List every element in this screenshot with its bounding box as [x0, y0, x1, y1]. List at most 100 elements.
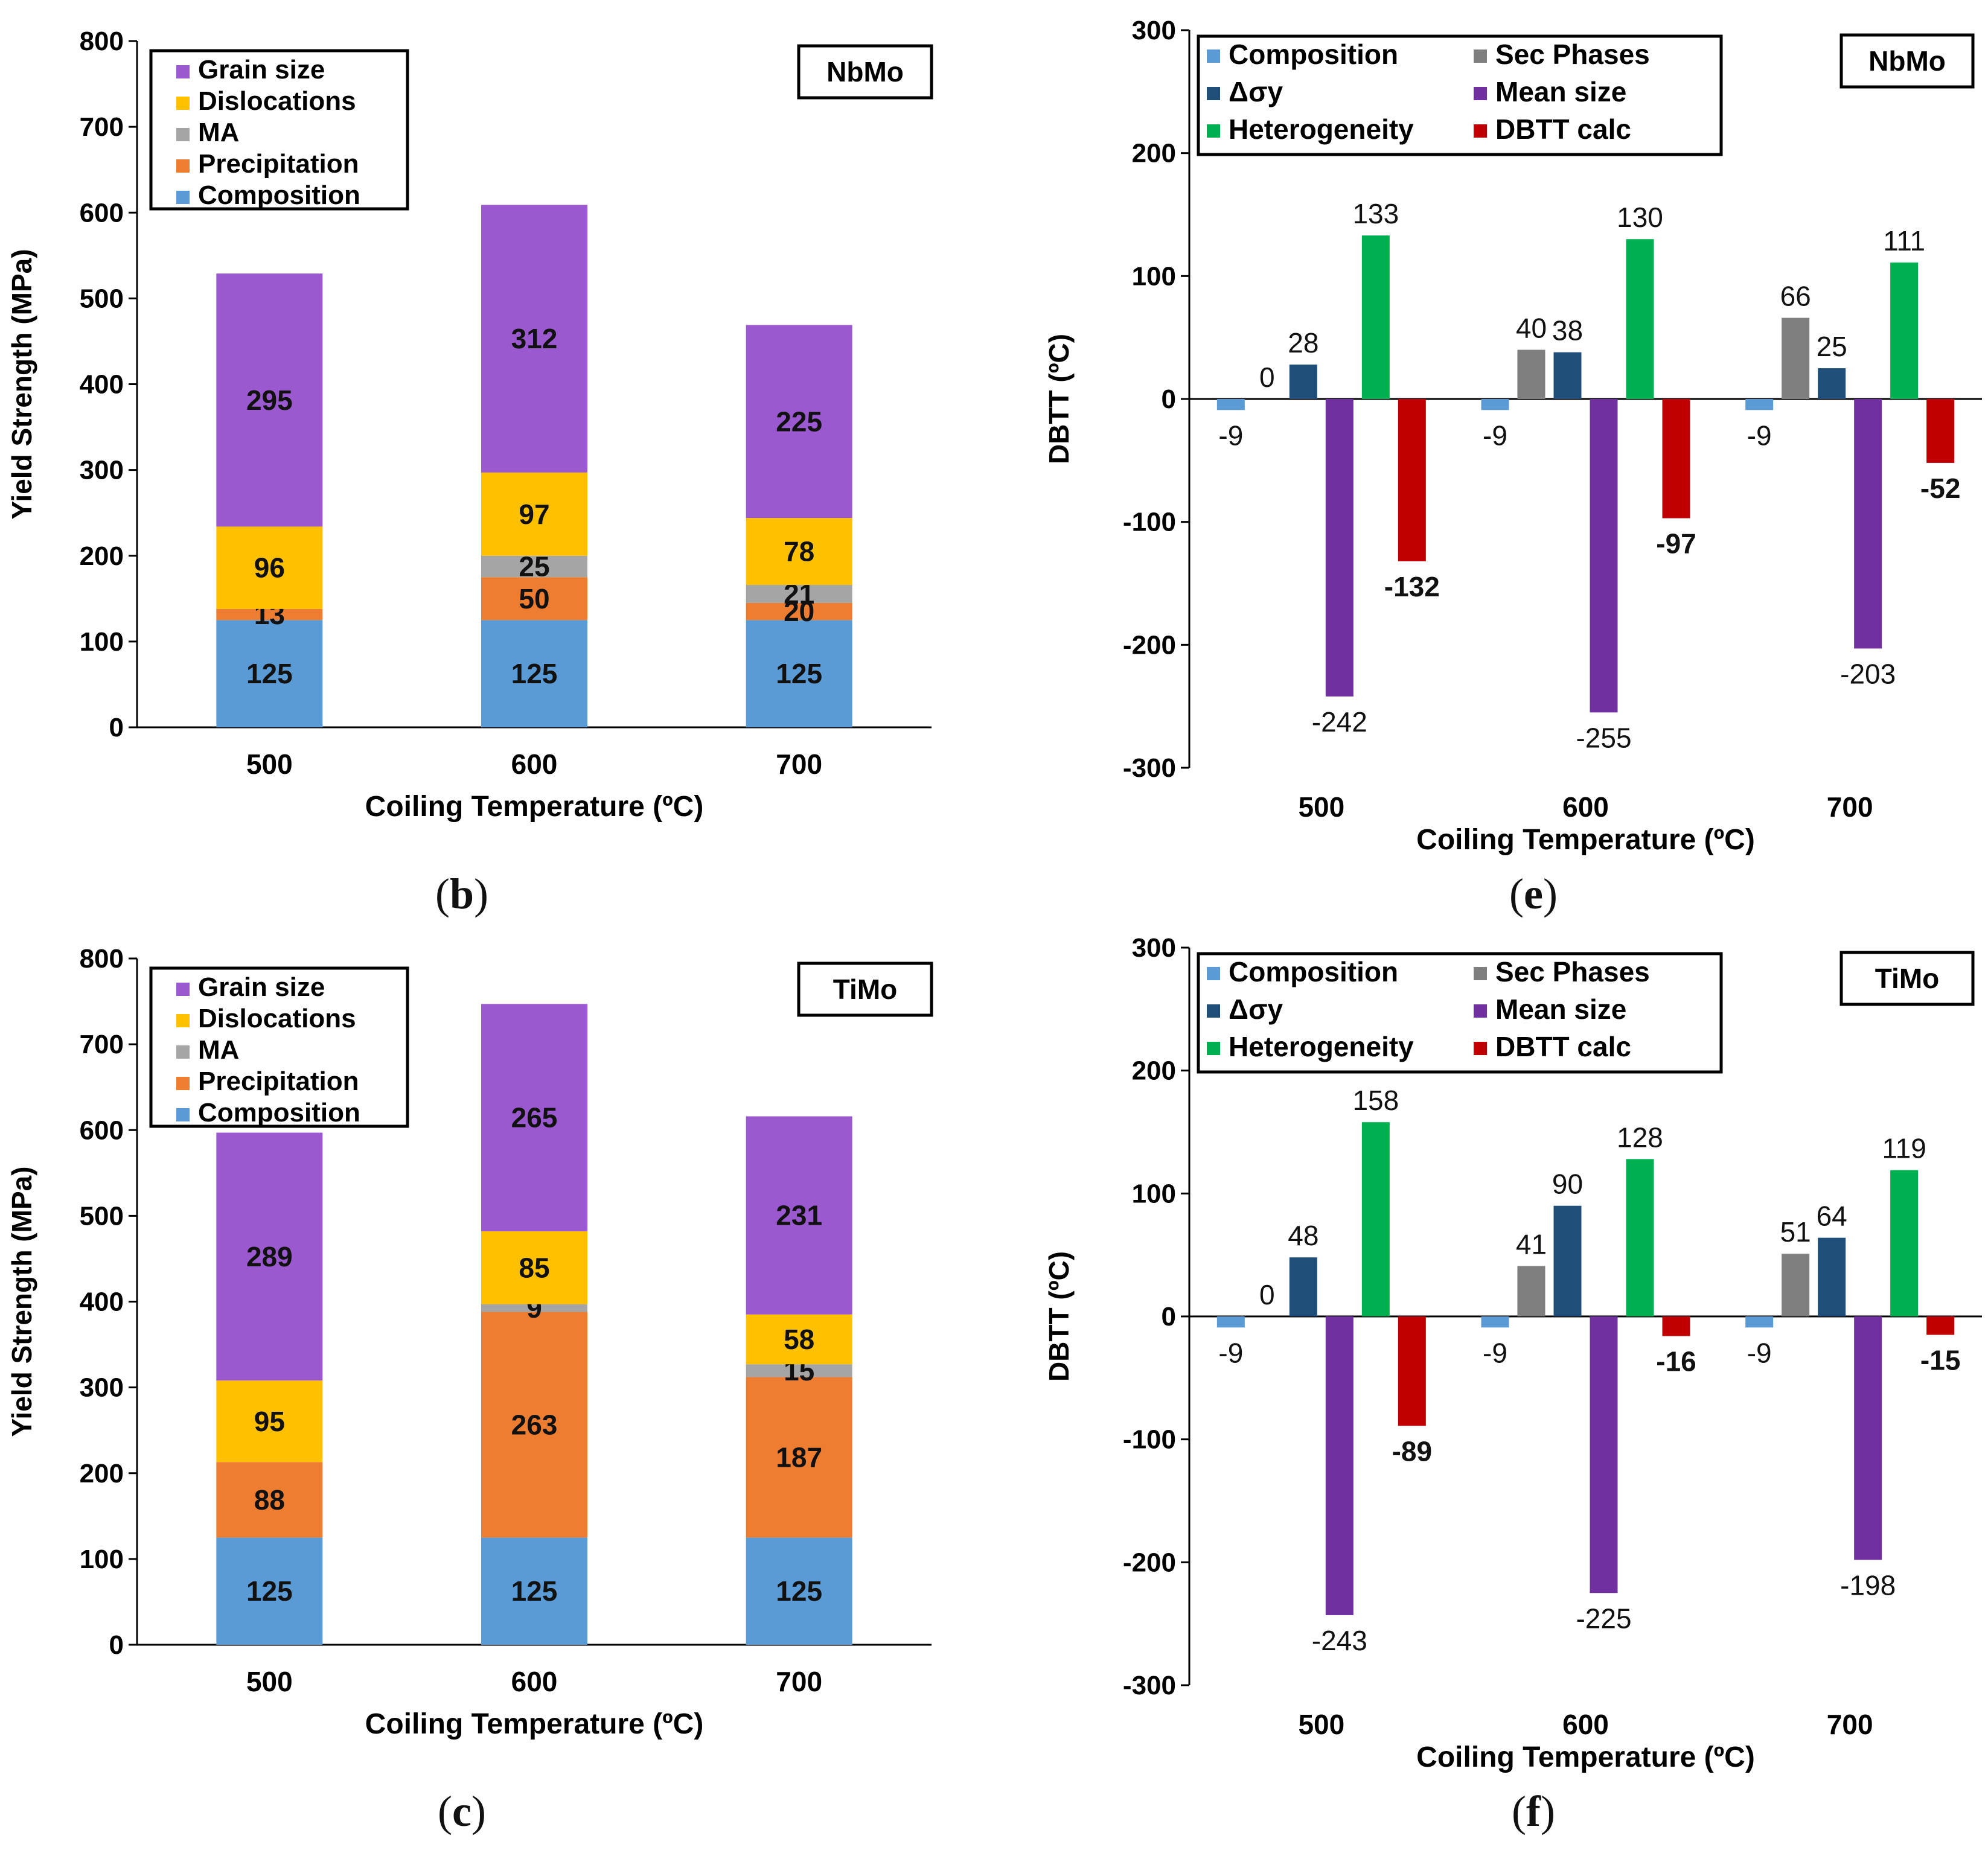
data-label-mean-size: -255 [1576, 722, 1631, 753]
legend-swatch-heterogeneity [1207, 1042, 1220, 1055]
bar-y [1289, 1257, 1317, 1316]
data-label-heterogeneity: 133 [1352, 198, 1399, 229]
data-label-grain-size: 231 [776, 1200, 822, 1231]
data-label-y: 90 [1552, 1169, 1583, 1200]
legend-swatch-y [1207, 1004, 1220, 1018]
sample-tag-box [797, 44, 933, 100]
bar-segment-ma [481, 555, 587, 578]
legend-swatch-dislocations [176, 97, 190, 110]
data-label-heterogeneity: 128 [1617, 1121, 1663, 1153]
data-label-precipitation: 187 [776, 1441, 822, 1473]
sample-tag-box [1839, 951, 1975, 1006]
legend-label-mean-size: Mean size [1495, 993, 1626, 1025]
data-label-dislocations: 97 [519, 499, 549, 530]
x-tick-label: 700 [1827, 791, 1873, 823]
legend-label-ma: MA [198, 1035, 239, 1065]
legend-label-ma: MA [198, 118, 239, 147]
data-label-dbtt-calc: -16 [1656, 1346, 1696, 1377]
legend-label-sec-phases: Sec Phases [1495, 39, 1650, 70]
x-tick-label: 500 [1298, 791, 1344, 823]
legend-label-precipitation: Precipitation [198, 1067, 359, 1096]
legend-swatch-dbtt-calc [1474, 1042, 1487, 1055]
x-tick-label: 500 [246, 1666, 293, 1697]
legend-label-dbtt-calc: DBTT calc [1495, 1031, 1631, 1062]
x-axis-title: Coiling Temperature (ºC) [1416, 1741, 1755, 1773]
bar-sec-phases [1782, 1254, 1810, 1316]
data-label-heterogeneity: 119 [1882, 1133, 1926, 1164]
y-tick-label: -100 [1123, 508, 1176, 537]
data-label-composition: -9 [1218, 419, 1243, 451]
data-label-precipitation: 88 [254, 1484, 285, 1516]
y-tick-label: -300 [1123, 1671, 1176, 1700]
legend-box [1197, 952, 1723, 1074]
data-label-dislocations: 95 [254, 1406, 285, 1437]
data-label-sec-phases: 0 [1259, 1279, 1275, 1310]
bar-sec-phases [1517, 349, 1545, 399]
bar-segment-composition [216, 620, 323, 727]
data-label-y: 38 [1552, 315, 1583, 346]
bar-segment-precipitation [746, 602, 852, 620]
bar-composition [1216, 399, 1245, 410]
legend-swatch-mean-size [1474, 87, 1487, 100]
chart-f-dbtt-timo: -300 -200 -100 0 100 200 300 DBTT (ºC) Coiling T… [1043, 933, 1982, 1773]
data-label-dbtt-calc: -97 [1656, 528, 1696, 560]
bar-segment-grain-size [481, 205, 587, 473]
legend-swatch-ma [176, 1045, 190, 1059]
bar-y [1818, 368, 1846, 399]
legend-swatch-grain-size [176, 65, 190, 78]
data-label-dislocations: 78 [784, 536, 814, 567]
bar-y [1553, 1205, 1582, 1316]
bar-heterogeneity [1890, 262, 1919, 399]
legend-label-composition: Composition [198, 180, 360, 210]
legend-swatch-dislocations [176, 1014, 190, 1027]
legend-label-dislocations: Dislocations [198, 1004, 356, 1033]
data-label-composition: -9 [1483, 1337, 1507, 1368]
data-label-composition: -9 [1747, 419, 1772, 451]
data-label-sec-phases: 40 [1516, 313, 1547, 344]
data-label-mean-size: -198 [1840, 1569, 1896, 1601]
y-tick-label: 300 [80, 1373, 124, 1403]
x-tick-label: 600 [1562, 791, 1609, 823]
data-label-composition: 125 [246, 658, 293, 689]
bar-dbtt-calc [1926, 399, 1955, 463]
sample-tag: TiMo [833, 974, 897, 1005]
x-tick-label: 700 [1827, 1709, 1873, 1740]
y-tick-label: 400 [80, 1287, 124, 1317]
legend-label-composition: Composition [1229, 956, 1398, 987]
y-tick-label: -200 [1123, 630, 1176, 660]
bar-heterogeneity [1361, 1122, 1390, 1316]
legend-label-dbtt-calc: DBTT calc [1495, 113, 1631, 145]
bar-mean-size [1325, 1316, 1354, 1615]
bar-segment-precipitation [481, 1312, 587, 1538]
y-tick-label: 100 [1132, 261, 1176, 291]
x-tick-label: 600 [1562, 1709, 1609, 1740]
data-label-composition: -9 [1218, 1337, 1243, 1368]
bar-composition [1745, 1316, 1774, 1328]
legend-swatch-composition [176, 191, 190, 204]
bar-segment-precipitation [746, 1377, 852, 1538]
data-label-composition: 125 [776, 658, 822, 689]
bar-segment-composition [216, 1537, 323, 1645]
sample-tag-box [797, 962, 933, 1017]
bar-segment-dislocations [481, 1231, 587, 1304]
bar-mean-size [1325, 399, 1354, 697]
legend-label-dislocations: Dislocations [198, 86, 356, 116]
y-tick-label: 600 [80, 198, 124, 228]
bar-segment-dislocations [216, 526, 323, 609]
bar-sec-phases [1782, 317, 1810, 399]
legend-label-y: Δσy [1229, 993, 1283, 1025]
data-label-dislocations: 58 [784, 1324, 814, 1355]
bar-segment-ma [746, 585, 852, 603]
data-label-heterogeneity: 158 [1352, 1085, 1399, 1116]
sample-tag-box [1839, 33, 1975, 89]
legend-swatch-y [1207, 87, 1220, 100]
y-tick-label: -100 [1123, 1425, 1176, 1455]
data-label-dislocations: 85 [519, 1252, 549, 1283]
data-label-y: 28 [1288, 327, 1318, 359]
legend-swatch-heterogeneity [1207, 124, 1220, 138]
bar-segment-ma [481, 1304, 587, 1312]
bar-segment-grain-size [216, 1132, 323, 1381]
legend-swatch-mean-size [1474, 1004, 1487, 1018]
data-label-composition: 125 [511, 1575, 558, 1607]
x-tick-label: 600 [511, 748, 558, 780]
